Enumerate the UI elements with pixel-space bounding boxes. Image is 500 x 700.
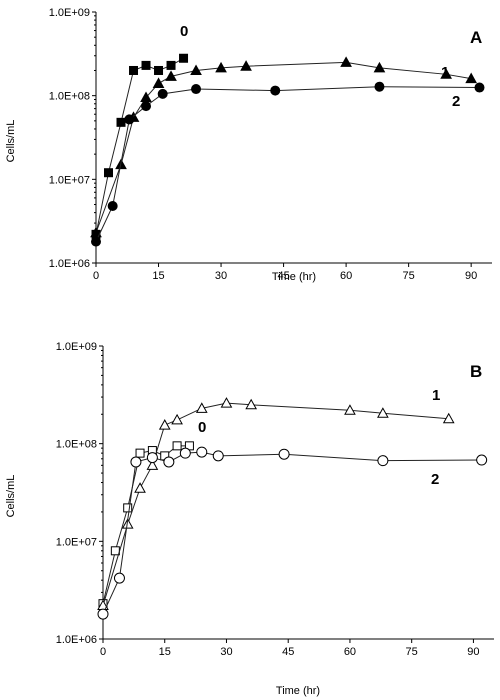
- data-point: [104, 168, 114, 178]
- data-point: [141, 60, 151, 70]
- data-point: [179, 447, 191, 459]
- series-1: 1: [97, 387, 455, 611]
- data-point: [124, 114, 135, 125]
- data-point: [465, 72, 478, 84]
- data-point: [154, 65, 164, 75]
- data-point: [97, 608, 109, 620]
- y-axis-title: Cells/mL: [5, 475, 17, 518]
- data-point: [129, 65, 139, 75]
- series-label: 1: [432, 387, 440, 404]
- data-point: [146, 452, 158, 464]
- data-point: [166, 60, 176, 70]
- series-line: [95, 61, 472, 233]
- data-point: [191, 84, 202, 95]
- data-point: [158, 419, 171, 430]
- y-tick-label: 1.0E+09: [49, 7, 90, 19]
- data-point: [373, 61, 386, 73]
- data-point: [157, 88, 168, 99]
- data-point: [278, 448, 290, 460]
- data-point: [215, 61, 227, 73]
- data-point: [110, 546, 120, 556]
- series-label: 1: [441, 64, 449, 81]
- series-line: [95, 86, 480, 242]
- series-label: 2: [452, 93, 460, 110]
- x-tick-label: 45: [282, 646, 294, 658]
- data-point: [172, 441, 182, 451]
- series-label: 0: [180, 23, 188, 40]
- data-point: [163, 456, 175, 468]
- series-1: 1: [90, 56, 478, 238]
- data-point: [190, 64, 202, 75]
- data-point: [179, 53, 189, 63]
- panel-label: B: [470, 362, 482, 381]
- x-axis-title: Time (hr): [276, 685, 320, 697]
- data-point: [240, 60, 252, 71]
- series-label: 2: [431, 471, 439, 488]
- data-point: [340, 56, 352, 67]
- data-point: [195, 402, 208, 413]
- data-point: [377, 407, 389, 418]
- series-0: 0: [91, 23, 189, 239]
- y-tick-label: 1.0E+07: [56, 536, 97, 548]
- data-point: [113, 572, 125, 584]
- data-point: [212, 450, 224, 462]
- x-tick-label: 90: [467, 646, 479, 658]
- data-point: [130, 456, 142, 468]
- data-point: [476, 454, 488, 466]
- series-2: 2: [91, 81, 485, 247]
- x-tick-label: 30: [220, 646, 232, 658]
- x-tick-label: 60: [344, 646, 356, 658]
- data-point: [344, 404, 356, 415]
- data-point: [442, 412, 455, 424]
- x-tick-label: 15: [152, 270, 164, 282]
- series-line: [102, 451, 482, 615]
- data-point: [270, 85, 281, 96]
- y-axis-title: Cells/mL: [5, 120, 17, 163]
- x-tick-label: 75: [403, 270, 415, 282]
- chart-panel-a: 1.0E+06 1.0E+07 1.0E+08 1.0E+09 0 15 30 45 60 75 9…: [5, 7, 492, 283]
- data-point: [134, 482, 146, 493]
- series-2: 2: [97, 446, 488, 620]
- y-tick-label: 1.0E+06: [56, 634, 97, 646]
- data-point: [171, 413, 183, 425]
- data-point: [123, 503, 133, 513]
- x-tick-label: 60: [340, 270, 352, 282]
- series-line: [102, 402, 449, 606]
- data-point: [121, 518, 134, 529]
- x-tick-label: 30: [215, 270, 227, 282]
- data-point: [165, 70, 177, 81]
- data-point: [440, 68, 452, 79]
- x-tick-label: 90: [465, 270, 477, 282]
- x-tick-label: 0: [100, 646, 106, 658]
- chart-panel-b: 1.0E+06 1.0E+07 1.0E+08 1.0E+09 0 15 30 45 60 75 9…: [5, 341, 494, 697]
- data-point: [107, 201, 118, 212]
- data-point: [377, 455, 389, 467]
- x-tick-label: 0: [93, 270, 99, 282]
- y-tick-label: 1.0E+06: [49, 258, 90, 270]
- data-point: [91, 236, 101, 247]
- data-point: [152, 77, 165, 88]
- y-tick-label: 1.0E+07: [49, 174, 90, 186]
- x-tick-label: 45: [277, 270, 289, 282]
- data-point: [245, 398, 258, 410]
- data-point: [141, 101, 152, 112]
- data-point: [196, 446, 208, 458]
- y-tick-label: 1.0E+08: [49, 91, 90, 103]
- series-label: 0: [198, 419, 206, 436]
- x-axis-title: Time (hr): [272, 271, 316, 283]
- y-tick-label: 1.0E+08: [56, 439, 97, 451]
- data-point: [374, 81, 385, 92]
- data-point: [474, 82, 485, 93]
- panel-label: A: [470, 28, 482, 47]
- data-point: [135, 448, 145, 458]
- data-point: [220, 397, 233, 408]
- y-tick-label: 1.0E+09: [56, 341, 97, 353]
- data-point: [146, 459, 159, 470]
- x-tick-label: 15: [159, 646, 171, 658]
- x-tick-label: 75: [406, 646, 418, 658]
- data-point: [116, 117, 126, 127]
